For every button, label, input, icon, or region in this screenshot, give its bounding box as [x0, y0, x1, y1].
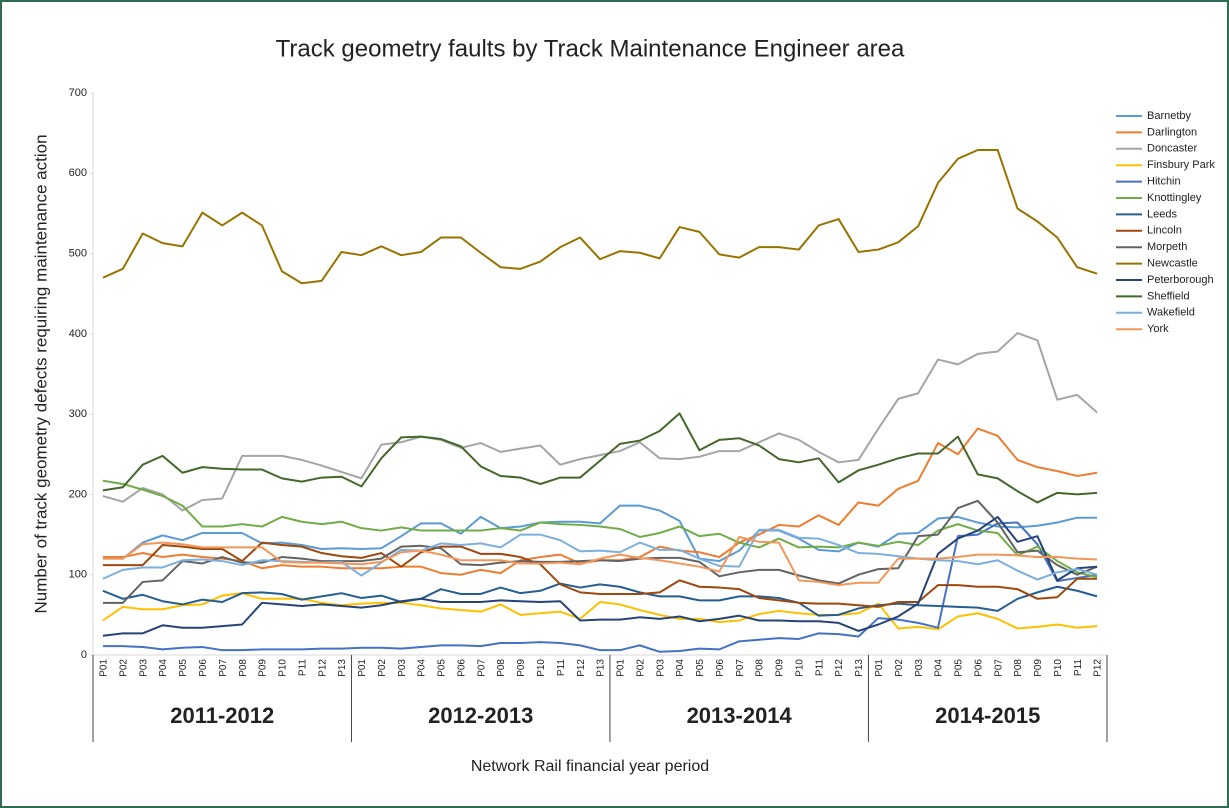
- legend-label: Barnetby: [1147, 110, 1192, 122]
- series-line: [102, 149, 1098, 285]
- series-line: [102, 515, 1098, 637]
- x-tick-label: P02: [377, 659, 388, 677]
- x-tick-label: P05: [437, 659, 448, 677]
- x-tick-label: P07: [218, 659, 229, 677]
- x-tick-label: P01: [616, 659, 627, 677]
- x-tick-label: P07: [476, 659, 487, 677]
- x-tick-label: P06: [973, 659, 984, 677]
- x-tick-label: P08: [496, 659, 507, 677]
- y-tick-label: 100: [69, 569, 87, 581]
- series-line: [102, 528, 1098, 581]
- chart-title: Track geometry faults by Track Maintenan…: [276, 35, 905, 62]
- x-tick-label: P08: [1013, 659, 1024, 677]
- y-axis-label: Number of track geometry defects requiri…: [31, 134, 50, 613]
- x-tick-label: P04: [417, 659, 428, 677]
- x-tick-label: P10: [794, 659, 805, 677]
- y-tick-label: 600: [69, 167, 87, 179]
- x-tick-label: P13: [596, 659, 607, 677]
- x-tick-label: P10: [278, 659, 289, 677]
- x-tick-label: P01: [357, 659, 368, 677]
- legend-label: Knottingley: [1147, 192, 1202, 204]
- legend-label: Doncaster: [1147, 143, 1197, 155]
- series-line: [102, 582, 1098, 617]
- x-tick-label: P06: [715, 659, 726, 677]
- x-tick-label: P11: [814, 659, 825, 676]
- x-tick-label: P09: [1033, 659, 1044, 677]
- series-line: [102, 412, 1098, 504]
- x-tick-label: P13: [854, 659, 865, 677]
- legend-label: Leeds: [1147, 208, 1177, 220]
- legend-label: Morpeth: [1147, 241, 1187, 253]
- x-tick-label: P06: [456, 659, 467, 677]
- x-tick-label: P11: [297, 659, 308, 676]
- x-tick-label: P01: [874, 659, 885, 677]
- legend-label: Lincoln: [1147, 225, 1182, 237]
- x-tick-label: P05: [954, 659, 965, 677]
- legend-label: Wakefield: [1147, 307, 1195, 319]
- x-tick-label: P06: [198, 659, 209, 677]
- legend-label: Finsbury Park: [1147, 159, 1215, 171]
- series-line: [102, 332, 1098, 512]
- x-tick-label: P03: [914, 659, 925, 677]
- x-tick-label: P10: [536, 659, 547, 677]
- legend-label: York: [1147, 323, 1169, 335]
- x-tick-label: P08: [238, 659, 249, 677]
- x-tick-label: P03: [655, 659, 666, 677]
- x-tick-label: P10: [1053, 659, 1064, 677]
- group-label: 2013-2014: [687, 703, 793, 728]
- y-tick-label: 400: [69, 328, 87, 340]
- x-tick-label: P03: [397, 659, 408, 677]
- x-tick-label: P04: [934, 659, 945, 677]
- x-tick-label: P09: [775, 659, 786, 677]
- x-tick-label: P11: [556, 659, 567, 676]
- series-line: [102, 541, 1098, 608]
- legend-label: Peterborough: [1147, 274, 1214, 286]
- x-tick-label: P11: [1073, 659, 1084, 676]
- x-tick-label: P12: [1093, 659, 1104, 677]
- y-tick-label: 300: [69, 408, 87, 420]
- x-tick-label: P09: [258, 659, 269, 677]
- group-label: 2014-2015: [935, 703, 1040, 728]
- x-tick-label: P04: [675, 659, 686, 677]
- y-tick-label: 500: [69, 247, 87, 259]
- x-tick-label: P01: [99, 659, 110, 677]
- legend-label: Darlington: [1147, 126, 1197, 138]
- y-tick-label: 0: [81, 649, 87, 661]
- x-tick-label: P07: [993, 659, 1004, 677]
- y-tick-label: 700: [69, 87, 87, 99]
- x-tick-label: P02: [118, 659, 129, 677]
- group-label: 2012-2013: [428, 703, 533, 728]
- x-tick-label: P08: [755, 659, 766, 677]
- x-tick-label: P05: [178, 659, 189, 677]
- x-tick-label: P04: [158, 659, 169, 677]
- series-line: [102, 592, 1098, 631]
- legend-label: Newcastle: [1147, 258, 1198, 270]
- series-line: [102, 521, 1098, 653]
- x-axis-label: Network Rail financial year period: [471, 758, 709, 775]
- x-tick-label: P09: [516, 659, 527, 677]
- x-tick-label: P12: [576, 659, 587, 677]
- x-tick-label: P12: [834, 659, 845, 677]
- x-tick-label: P02: [635, 659, 646, 677]
- x-tick-label: P07: [735, 659, 746, 677]
- y-tick-label: 200: [69, 488, 87, 500]
- x-tick-label: P02: [894, 659, 905, 677]
- x-tick-label: P13: [337, 659, 348, 677]
- series-line: [102, 535, 1098, 587]
- group-label: 2011-2012: [170, 703, 274, 728]
- x-tick-label: P05: [695, 659, 706, 677]
- x-tick-label: P12: [317, 659, 328, 677]
- legend-label: Hitchin: [1147, 176, 1181, 188]
- x-tick-label: P03: [138, 659, 149, 677]
- legend-label: Sheffield: [1147, 290, 1190, 302]
